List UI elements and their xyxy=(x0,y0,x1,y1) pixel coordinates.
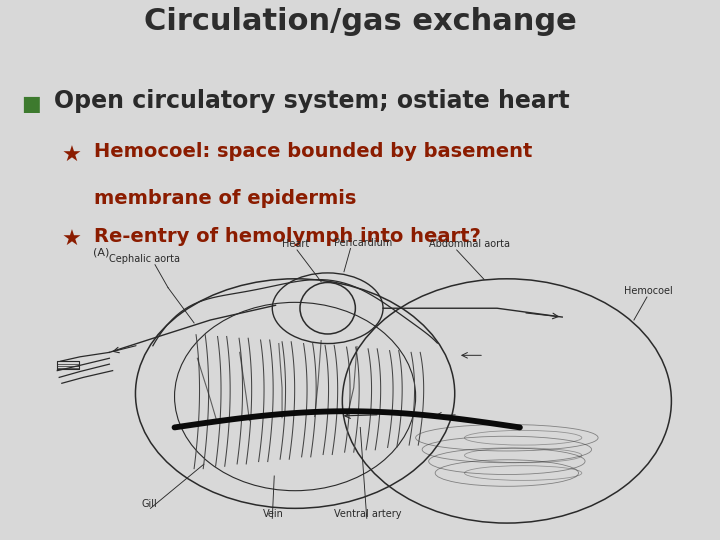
Text: Open circulatory system; ostiate heart: Open circulatory system; ostiate heart xyxy=(54,89,570,113)
Text: Pericardium: Pericardium xyxy=(334,238,392,248)
Text: Abdominal aorta: Abdominal aorta xyxy=(428,239,510,249)
Text: Heart: Heart xyxy=(282,239,310,249)
Text: Vein: Vein xyxy=(263,509,284,518)
Text: Hemocoel: Hemocoel xyxy=(624,286,673,296)
Text: Ventral artery: Ventral artery xyxy=(334,509,402,518)
Text: Re-entry of hemolymph into heart?: Re-entry of hemolymph into heart? xyxy=(94,227,480,246)
Text: ★: ★ xyxy=(61,146,81,166)
Text: ■: ■ xyxy=(22,94,41,114)
Text: Hemocoel: space bounded by basement: Hemocoel: space bounded by basement xyxy=(94,142,532,161)
Text: membrane of epidermis: membrane of epidermis xyxy=(94,189,356,208)
Text: (A): (A) xyxy=(93,248,109,258)
Text: Gill: Gill xyxy=(142,499,158,509)
Text: ★: ★ xyxy=(61,230,81,250)
Text: Circulation/gas exchange: Circulation/gas exchange xyxy=(143,7,577,36)
Text: Cephalic aorta: Cephalic aorta xyxy=(109,254,181,264)
